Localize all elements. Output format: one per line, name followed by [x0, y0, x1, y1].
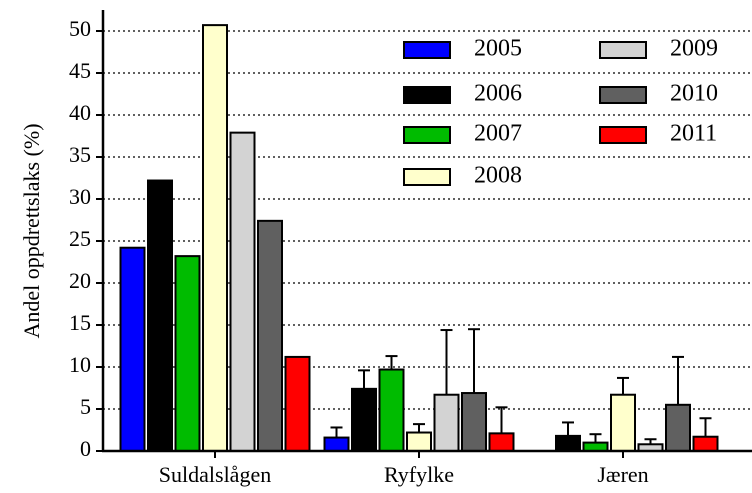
legend-label: 2010: [670, 81, 718, 107]
bar: [610, 393, 636, 452]
bar: [665, 403, 691, 452]
bar: [323, 436, 350, 452]
x-tick-label: Jæren: [597, 462, 648, 487]
y-tick-label: 50: [69, 16, 91, 41]
y-tick-label: 45: [69, 58, 91, 83]
error-bar: [385, 355, 398, 370]
error-bar: [468, 328, 480, 394]
bar: [284, 355, 311, 453]
y-tick-label: 5: [80, 394, 91, 419]
y-tick-label: 30: [69, 184, 91, 209]
error-bar: [562, 421, 574, 436]
y-tick-label: 25: [69, 226, 91, 251]
y-tick-label: 0: [80, 436, 91, 461]
legend-label: 2005: [474, 36, 522, 62]
legend-swatch: [599, 126, 647, 144]
y-tick-label: 35: [69, 142, 91, 167]
legend-label: 2006: [474, 81, 522, 107]
bar: [488, 432, 515, 452]
bar: [406, 431, 432, 452]
bar: [582, 441, 609, 453]
error-bar: [495, 406, 508, 434]
error-bar: [413, 423, 425, 433]
legend-swatch: [403, 41, 451, 59]
legend-label: 2011: [670, 121, 717, 147]
legend-label: 2007: [474, 121, 522, 147]
legend-swatch: [599, 86, 647, 104]
y-axis-label: Andel oppdrettslaks (%): [19, 123, 44, 338]
legend-swatch: [403, 126, 451, 144]
y-tick-label: 15: [69, 310, 91, 335]
bar: [461, 392, 487, 453]
legend-label: 2009: [670, 36, 718, 62]
error-bar: [358, 369, 370, 389]
bar: [119, 246, 146, 452]
error-bar: [672, 355, 684, 405]
bar: [202, 24, 228, 453]
bar: [351, 387, 377, 452]
bar: [692, 435, 719, 453]
y-tick-label: 40: [69, 100, 91, 125]
error-bar: [589, 433, 602, 443]
x-tick-label: Suldalslågen: [159, 462, 271, 487]
x-tick-label: Ryfylke: [384, 462, 454, 487]
bar: [433, 393, 460, 452]
error-bar: [617, 376, 629, 395]
bar: [229, 131, 256, 452]
bar: [174, 255, 201, 452]
legend-label: 2008: [474, 163, 522, 189]
legend-swatch: [599, 41, 647, 59]
error-bar: [440, 329, 453, 395]
error-bar: [699, 417, 712, 437]
bar: [378, 368, 405, 452]
bar: [555, 434, 581, 453]
y-tick-label: 20: [69, 268, 91, 293]
y-tick-label: 10: [69, 352, 91, 377]
bar: [257, 219, 283, 452]
error-bar: [330, 426, 343, 438]
legend-swatch: [403, 86, 451, 104]
bar: [147, 179, 173, 453]
legend-swatch: [403, 168, 451, 186]
